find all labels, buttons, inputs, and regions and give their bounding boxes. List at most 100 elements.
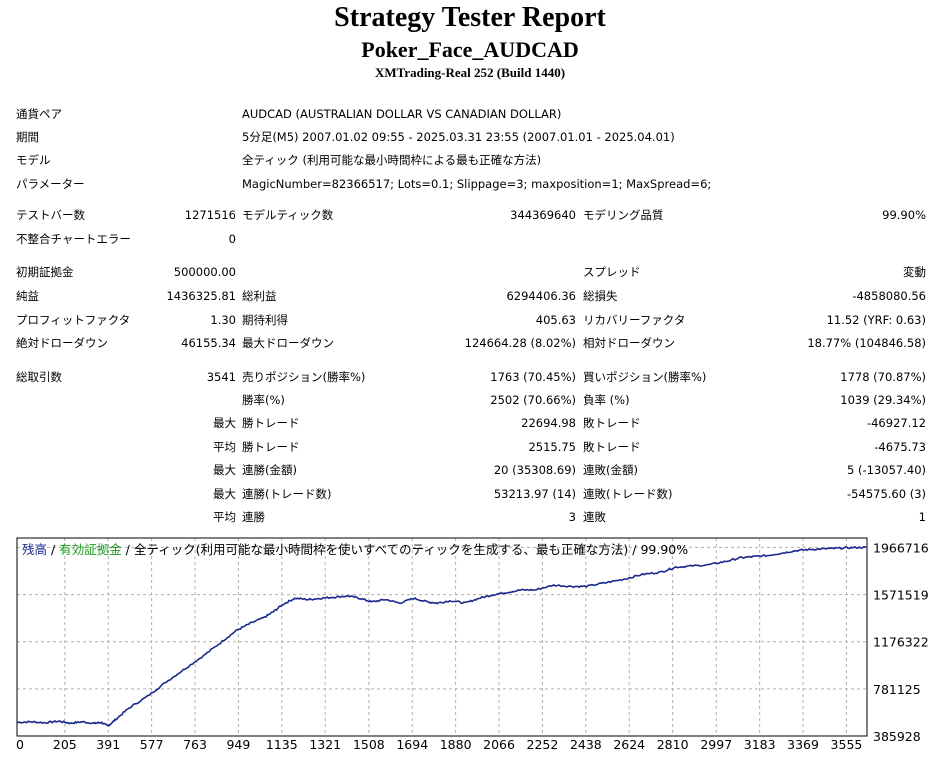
x-tick-label: 2810	[657, 737, 689, 752]
total-trades-value: 3541	[206, 370, 236, 384]
legend-sep: /	[628, 542, 641, 557]
y-tick-label: 1176322	[873, 635, 929, 650]
largest-loss-value: -46927.12	[866, 416, 926, 430]
loss-rate-label: 負率 (%)	[583, 393, 630, 407]
x-tick-label: 0	[16, 737, 24, 752]
chart-border	[16, 537, 868, 737]
expected-payoff-value: 405.63	[535, 313, 576, 327]
legend-sep: /	[121, 542, 134, 557]
gross-loss-value: -4858080.56	[852, 289, 926, 303]
largest-loss-label: 敗トレード	[583, 416, 641, 430]
avg-consec-losses-label: 連敗	[583, 510, 606, 524]
legend-balance: 残高	[22, 542, 48, 557]
largest-win-label: 勝トレード	[242, 416, 300, 430]
x-tick-label: 3369	[787, 737, 819, 752]
model-label: モデル	[16, 153, 51, 167]
x-tick-label: 3183	[744, 737, 776, 752]
avg-consec-wins-value: 3	[568, 510, 576, 524]
win-rate-label: 勝率(%)	[242, 393, 285, 407]
x-tick-label: 2624	[613, 737, 645, 752]
errors-value: 0	[228, 232, 236, 246]
x-tick-label: 1135	[266, 737, 298, 752]
x-tick-label: 1508	[353, 737, 385, 752]
max-consec-profit-value: 53213.97 (14)	[493, 487, 576, 501]
gross-profit-label: 総利益	[242, 289, 277, 303]
net-profit-value: 1436325.81	[166, 289, 236, 303]
parameters-label: パラメーター	[16, 177, 85, 191]
avg-label: 平均	[213, 440, 236, 454]
report-title: Strategy Tester Report	[334, 2, 606, 33]
avg-consec-losses-value: 1	[918, 510, 926, 524]
max-consec-losses-label: 連敗(金額)	[583, 463, 638, 477]
avg-consec-wins-label: 連勝	[242, 510, 265, 524]
x-tick-label: 3555	[831, 737, 863, 752]
profit-factor-label: プロフィットファクタ	[16, 313, 131, 327]
y-tick-label: 1966716	[873, 540, 929, 555]
x-tick-label: 2438	[570, 737, 602, 752]
long-positions-label: 買いポジション(勝率%)	[583, 370, 707, 384]
x-tick-label: 1694	[396, 737, 428, 752]
max-consec-wins-label: 連勝(金額)	[242, 463, 297, 477]
gross-loss-label: 総損失	[583, 289, 618, 303]
net-profit-label: 純益	[16, 289, 39, 303]
abs-drawdown-value: 46155.34	[181, 336, 236, 350]
average-win-label: 勝トレード	[242, 440, 300, 454]
x-tick-label: 1321	[309, 737, 341, 752]
recovery-factor-value: 11.52 (YRF: 0.63)	[826, 313, 926, 327]
ticks-label: モデルティック数	[242, 208, 334, 222]
max-consec-profit-label: 連勝(トレード数)	[242, 487, 332, 501]
max-label-2: 最大	[213, 463, 236, 477]
max-consec-loss-label: 連敗(トレード数)	[583, 487, 673, 501]
rel-drawdown-label: 相対ドローダウン	[583, 336, 675, 350]
x-tick-label: 763	[183, 737, 207, 752]
x-tick-label: 1880	[440, 737, 472, 752]
largest-win-value: 22694.98	[521, 416, 576, 430]
x-tick-label: 2252	[527, 737, 559, 752]
max-consec-losses-value: 5 (-13057.40)	[847, 463, 926, 477]
avg-label-2: 平均	[213, 510, 236, 524]
errors-label: 不整合チャートエラー	[16, 232, 131, 246]
chart-legend: 残高 / 有効証拠金 / 全ティック(利用可能な最小時間枠を使いすべてのティック…	[22, 539, 688, 558]
short-positions-label: 売りポジション(勝率%)	[242, 370, 366, 384]
win-rate-value: 2502 (70.66%)	[490, 393, 576, 407]
max-label: 最大	[213, 416, 236, 430]
balance-chart-canvas: 0 205 391 577 763 949 1135 1321 1508 1694 1880 2066…	[16, 536, 940, 761]
legend-equity: 有効証拠金	[59, 542, 122, 557]
max-consec-loss-value: -54575.60 (3)	[847, 487, 926, 501]
spread-label: スプレッド	[583, 265, 641, 279]
legend-model: 全ティック(利用可能な最小時間枠を使いすべてのティックを生成する、最も正確な方法…	[133, 542, 629, 557]
loss-rate-value: 1039 (29.34%)	[840, 393, 926, 407]
period-label: 期間	[16, 130, 39, 144]
balance-chart: 0 205 391 577 763 949 1135 1321 1508 1694 1880 2066…	[16, 536, 940, 761]
legend-quality: 99.90%	[640, 542, 689, 557]
spread-value: 変動	[903, 265, 926, 279]
long-positions-value: 1778 (70.87%)	[840, 370, 926, 384]
y-tick-label: 781125	[873, 682, 921, 697]
y-tick-label: 1571519	[873, 588, 929, 603]
gross-profit-value: 6294406.36	[506, 289, 576, 303]
rel-drawdown-value: 18.77% (104846.58)	[807, 336, 926, 350]
x-tick-label: 2997	[700, 737, 732, 752]
recovery-factor-label: リカバリーファクタ	[583, 313, 686, 327]
server-build: XMTrading-Real 252 (Build 1440)	[374, 65, 566, 80]
model-value: 全ティック (利用可能な最小時間枠による最も正確な方法)	[242, 153, 542, 167]
symbol-value: AUDCAD (AUSTRALIAN DOLLAR VS CANADIAN DO…	[242, 107, 562, 121]
average-win-value: 2515.75	[528, 440, 576, 454]
max-consec-wins-value: 20 (35308.69)	[493, 463, 576, 477]
initial-deposit-value: 500000.00	[173, 265, 236, 279]
quality-value: 99.90%	[882, 208, 926, 222]
initial-deposit-label: 初期証拠金	[16, 265, 74, 279]
total-trades-label: 総取引数	[16, 370, 62, 384]
bars-label: テストバー数	[16, 208, 85, 222]
bars-value: 1271516	[184, 208, 236, 222]
symbol-label: 通貨ペア	[16, 107, 62, 121]
max-drawdown-value: 124664.28 (8.02%)	[464, 336, 576, 350]
max-drawdown-label: 最大ドローダウン	[242, 336, 334, 350]
x-tick-label: 2066	[483, 737, 515, 752]
x-tick-label: 391	[96, 737, 120, 752]
profit-factor-value: 1.30	[210, 313, 236, 327]
x-tick-label: 577	[140, 737, 164, 752]
average-loss-value: -4675.73	[874, 440, 926, 454]
abs-drawdown-label: 絶対ドローダウン	[16, 336, 108, 350]
expected-payoff-label: 期待利得	[242, 313, 288, 327]
